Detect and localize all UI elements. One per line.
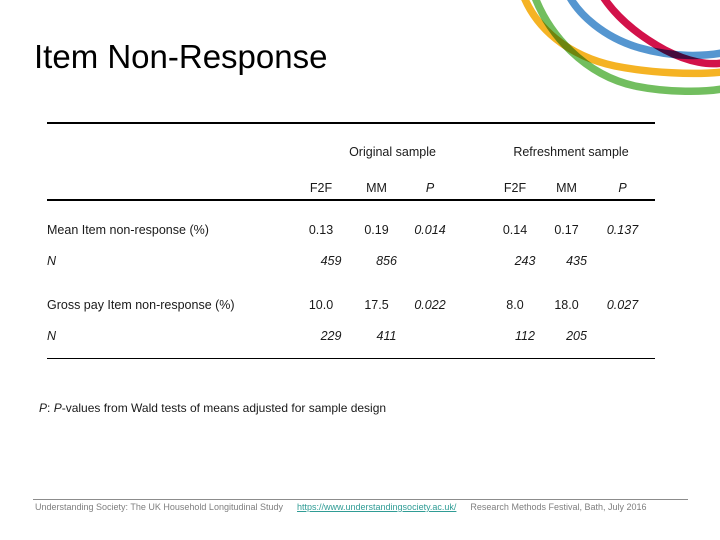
table-bottom-rule bbox=[47, 358, 655, 359]
value-refreshment-f2f: 0.14 bbox=[502, 223, 528, 237]
value-original-f2f: 0.13 bbox=[308, 223, 334, 237]
table-row-n-mean: N 459 856 243 435 bbox=[47, 253, 655, 269]
table-subheader-row: F2F MM P F2F MM P bbox=[47, 174, 655, 199]
value-refreshment-mm: 0.17 bbox=[554, 223, 579, 237]
swoosh-blue-curve bbox=[567, 0, 720, 60]
table-row-gross-pay-nonresponse: Gross pay Item non-response (%) 10.0 17.… bbox=[47, 297, 655, 313]
value-refreshment-p: 0.137 bbox=[606, 223, 639, 237]
n-original-f2f: 459 bbox=[320, 254, 342, 268]
slide-title: Item Non-Response bbox=[34, 38, 328, 75]
footer-divider bbox=[33, 499, 688, 500]
subheader-original-mm: MM bbox=[366, 180, 387, 195]
footnote-p-symbol: P bbox=[39, 401, 48, 415]
subheader-original-f2f: F2F bbox=[309, 180, 333, 195]
table-top-rule bbox=[47, 122, 655, 124]
n-original-f2f: 229 bbox=[320, 329, 342, 343]
n-refreshment-f2f: 112 bbox=[515, 329, 535, 343]
subheader-original-p: P bbox=[425, 180, 435, 195]
n-refreshment-mm: 205 bbox=[566, 329, 587, 343]
swoosh-green-curve bbox=[532, 0, 720, 96]
value-refreshment-mm: 18.0 bbox=[554, 298, 579, 312]
row-gap bbox=[462, 297, 487, 313]
row-gap bbox=[462, 253, 487, 269]
footer-website-link[interactable]: https://www.understandingsociety.ac.uk/ bbox=[297, 502, 457, 512]
footer-event-info: Research Methods Festival, Bath, July 20… bbox=[470, 502, 647, 512]
footnote-separator: : bbox=[47, 401, 54, 415]
n-original-mm: 411 bbox=[376, 329, 397, 343]
subheader-refreshment-f2f: F2F bbox=[503, 180, 527, 195]
subheader-refreshment-mm: MM bbox=[556, 180, 577, 195]
value-original-f2f: 10.0 bbox=[308, 298, 334, 312]
row-label: Mean Item non-response (%) bbox=[47, 223, 209, 237]
footer-study-title: Understanding Society: The UK Household … bbox=[35, 502, 283, 512]
value-refreshment-p: 0.027 bbox=[606, 298, 639, 312]
value-original-p: 0.022 bbox=[414, 298, 446, 312]
table-mid-rule bbox=[47, 199, 655, 201]
swoosh-yellow-curve bbox=[521, 0, 720, 78]
n-refreshment-f2f: 243 bbox=[514, 254, 536, 268]
row-label: Gross pay Item non-response (%) bbox=[47, 298, 235, 312]
footnote: P: P-values from Wald tests of means adj… bbox=[39, 400, 386, 416]
row-label: N bbox=[47, 329, 57, 343]
table-group-header-row: Original sample Refreshment sample bbox=[47, 124, 655, 174]
row-gap bbox=[462, 222, 487, 238]
value-original-mm: 0.19 bbox=[364, 223, 389, 237]
footnote-text: -values from Wald tests of means adjuste… bbox=[61, 401, 387, 415]
decorative-swoosh bbox=[521, 0, 720, 96]
footnote-p-symbol-2: P bbox=[53, 401, 62, 415]
row-gap bbox=[462, 328, 487, 344]
table-row-mean-item-nonresponse: Mean Item non-response (%) 0.13 0.19 0.0… bbox=[47, 222, 655, 238]
group-header-original-sample: Original sample bbox=[349, 145, 436, 159]
n-original-mm: 856 bbox=[376, 254, 397, 268]
subheader-refreshment-p: P bbox=[618, 180, 627, 195]
n-refreshment-mm: 435 bbox=[566, 254, 587, 268]
row-label: N bbox=[47, 254, 57, 268]
value-refreshment-f2f: 8.0 bbox=[506, 298, 524, 312]
footer: Understanding Society: The UK Household … bbox=[35, 502, 705, 512]
value-original-p: 0.014 bbox=[414, 223, 446, 237]
value-original-mm: 17.5 bbox=[364, 298, 389, 312]
table-row-n-gross-pay: N 229 411 112 205 bbox=[47, 328, 655, 344]
swoosh-red-curve bbox=[600, 0, 720, 68]
group-header-refreshment-sample: Refreshment sample bbox=[513, 145, 629, 159]
results-table: Original sample Refreshment sample F2F M… bbox=[47, 122, 655, 359]
